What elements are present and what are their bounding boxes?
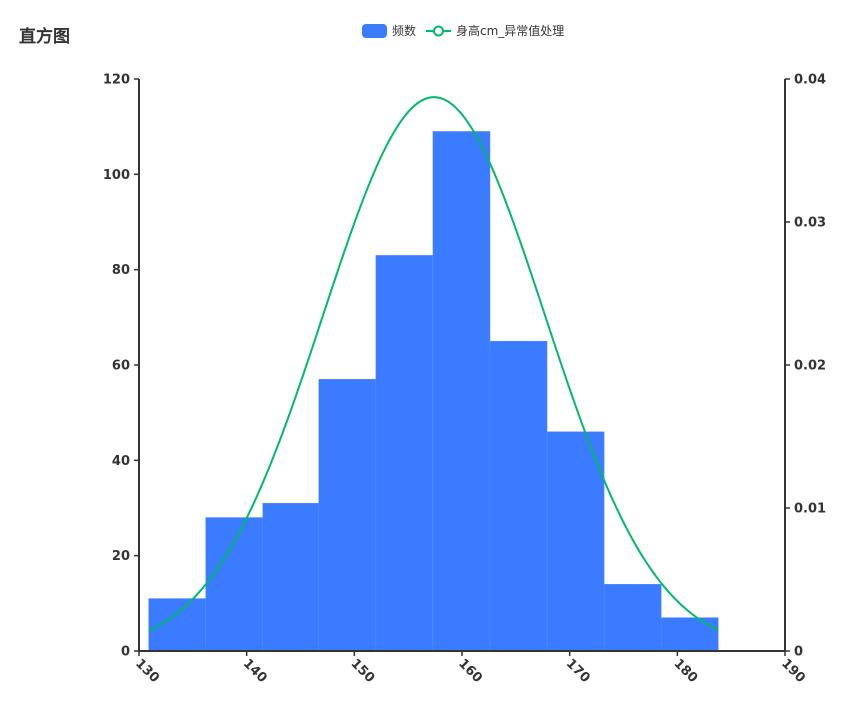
x-tick-label-2: 150 (348, 656, 378, 686)
x-tick-label-0: 130 (132, 656, 162, 686)
histogram-bar-8 (603, 584, 662, 652)
chart-legend: 频数 身高cm_异常值处理 (362, 22, 574, 39)
right-y-tick-label-3: 0.03 (794, 216, 826, 231)
histogram-bar-0 (148, 598, 207, 652)
legend-label-density: 身高cm_异常值处理 (456, 24, 565, 38)
legend-bar-swatch (362, 23, 387, 38)
left-y-tick-label-1: 20 (112, 549, 130, 564)
left-y-tick-label-0: 0 (121, 645, 130, 660)
right-y-tick-label-2: 0.02 (794, 359, 826, 374)
histogram-bar-5 (432, 131, 491, 652)
legend-item-frequency[interactable]: 频数 (362, 22, 416, 39)
histogram-bar-4 (375, 255, 434, 652)
histogram-bar-6 (489, 340, 548, 652)
histogram-bar-2 (262, 502, 320, 652)
histogram-bar-7 (546, 431, 605, 652)
page-title: 直方图 (19, 27, 70, 47)
left-y-tick-label-6: 120 (103, 73, 130, 88)
density-curve-line (148, 96, 719, 632)
legend-label-frequency: 频数 (392, 24, 417, 38)
left-y-tick-label-2: 40 (112, 454, 130, 469)
legend-line-swatch (426, 24, 452, 38)
left-y-tick-label-3: 60 (112, 359, 130, 374)
histogram-bar-3 (318, 379, 377, 652)
right-y-tick-label-4: 0.04 (794, 73, 826, 88)
x-tick-label-6: 190 (778, 656, 808, 686)
right-y-tick-label-1: 0.01 (794, 502, 826, 517)
x-tick-label-1: 140 (240, 656, 270, 686)
x-tick-label-3: 160 (455, 656, 485, 686)
x-tick-label-4: 170 (563, 656, 593, 686)
legend-item-density[interactable]: 身高cm_异常值处理 (426, 22, 564, 39)
histogram-bar-9 (660, 617, 719, 652)
right-y-tick-label-0: 0 (794, 645, 803, 660)
x-tick-label-5: 180 (671, 656, 701, 686)
histogram-bar-1 (205, 517, 264, 652)
left-y-tick-label-4: 80 (112, 263, 130, 278)
left-y-tick-label-5: 100 (103, 168, 130, 183)
